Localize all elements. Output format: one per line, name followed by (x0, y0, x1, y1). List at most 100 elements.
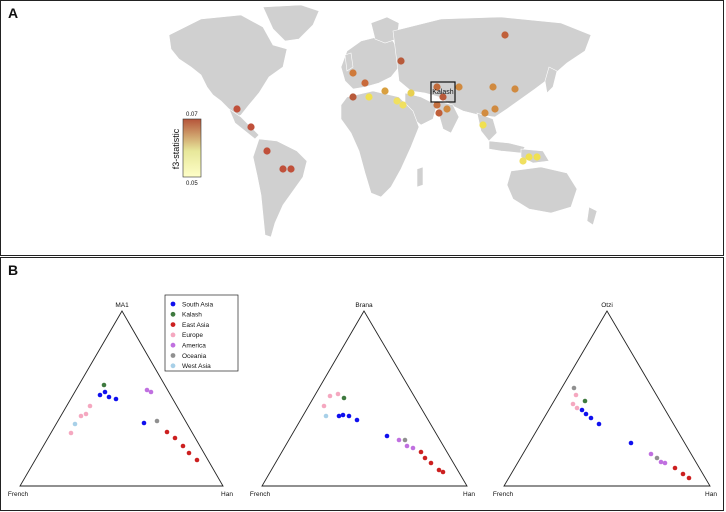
ternary-point (384, 433, 390, 439)
legend-items: South Asia Kalash East Asia Europe America Oc… (170, 301, 213, 370)
ternary-point (422, 455, 428, 461)
map-point (511, 85, 519, 93)
region-legend (164, 294, 239, 372)
ternary-point (404, 443, 410, 449)
f3-max-label: 0.07 (186, 112, 198, 118)
ternary-point (571, 385, 577, 391)
map-point (349, 93, 357, 101)
legend-label: Oceania (182, 353, 207, 360)
ternary-point (106, 394, 112, 400)
panel-a: A (0, 0, 724, 256)
triangle-ma1-right-label: Han (221, 491, 233, 498)
ternary-point (680, 471, 686, 477)
ternary-point (428, 460, 434, 466)
ternary-point (672, 465, 678, 471)
ternary-point (396, 437, 402, 443)
ternary-point (113, 396, 119, 402)
ternary-point (410, 445, 416, 451)
panel-b-label: B (8, 262, 19, 278)
map-point (479, 121, 487, 129)
map-point (455, 83, 463, 91)
legend-label: West Asia (182, 363, 211, 370)
f3-min-label: 0.05 (186, 181, 198, 187)
map-point (393, 97, 401, 105)
triangle-ma1 (19, 310, 224, 487)
ternary-point (436, 467, 442, 473)
map-point (407, 89, 415, 97)
ternary-point (172, 435, 178, 441)
ternary-point (354, 417, 360, 423)
ternary-point (141, 420, 147, 426)
ternary-point (579, 407, 585, 413)
legend-marker (170, 363, 176, 369)
ternary-point (327, 393, 333, 399)
legend-marker (170, 332, 176, 338)
ternary-point (102, 389, 108, 395)
ternary-point (87, 403, 93, 409)
ternary-point (78, 413, 84, 419)
ternary-point (154, 418, 160, 424)
triangle-ma1-top-label: MA1 (115, 302, 129, 309)
map-point (381, 87, 389, 95)
legend-marker (170, 322, 176, 327)
legend-marker (170, 342, 176, 348)
ternary-point (164, 429, 170, 435)
triangle-otzi-top-label: Otzi (601, 302, 613, 309)
legend-marker (170, 353, 176, 358)
map-point (349, 69, 357, 77)
ternary-point (570, 401, 576, 407)
map-point (247, 123, 255, 131)
legend-label: East Asia (182, 322, 209, 329)
ternary-point (144, 387, 150, 393)
map-point (279, 165, 287, 173)
ternary-point (72, 421, 78, 427)
legend-marker (170, 311, 176, 317)
ternary-point (346, 413, 352, 419)
ternary-point (323, 413, 329, 419)
map-point (443, 105, 451, 113)
ternary-point (336, 413, 342, 419)
ternary-point (83, 411, 89, 417)
ternary-point (583, 411, 589, 417)
legend-label: Kalash (182, 312, 202, 319)
map-point (233, 105, 241, 113)
map-point (439, 93, 447, 101)
ternary-point (180, 443, 186, 449)
ternary-point (148, 389, 154, 395)
f3-legend-title: f3-statistic (171, 128, 181, 169)
ternary-point (418, 449, 424, 455)
legend-label: America (182, 343, 206, 350)
map-point (287, 165, 295, 173)
kalash-highlight-box (430, 81, 456, 103)
legend-marker (170, 301, 176, 307)
triangle-otzi-right-label: Han (705, 491, 717, 498)
ternary-point (402, 437, 408, 443)
map-points (233, 31, 541, 173)
panel-b: B MA1 French Han Brana French Han Otzi F… (0, 257, 724, 511)
ternary-point (340, 412, 346, 418)
map-point (263, 147, 271, 155)
ternary-point (574, 405, 580, 411)
ternary-point (588, 415, 594, 421)
ternary-point (686, 475, 692, 481)
triangle-otzi-left-label: French (493, 491, 514, 498)
ternary-point (654, 455, 660, 461)
ternary-points (68, 382, 692, 481)
ternary-point (97, 392, 103, 398)
map-point (481, 109, 489, 117)
ternary-point (596, 421, 602, 427)
triangle-otzi (503, 310, 711, 487)
ternary-point (194, 457, 200, 463)
ternary-plots: MA1 French Han Brana French Han Otzi Fre… (8, 294, 717, 498)
f3-colorbar (182, 118, 202, 178)
triangle-brana-top-label: Brana (355, 302, 373, 309)
triangle-brana-left-label: French (250, 491, 271, 498)
world-map: Kalash 0.07 0.05 f3-statistic (168, 4, 598, 238)
kalash-label: Kalash (432, 89, 454, 96)
ternary-point (68, 430, 74, 436)
map-point (361, 79, 369, 87)
triangle-brana (261, 310, 468, 487)
ternary-point (658, 459, 664, 465)
triangle-ma1-left-label: French (8, 491, 29, 498)
